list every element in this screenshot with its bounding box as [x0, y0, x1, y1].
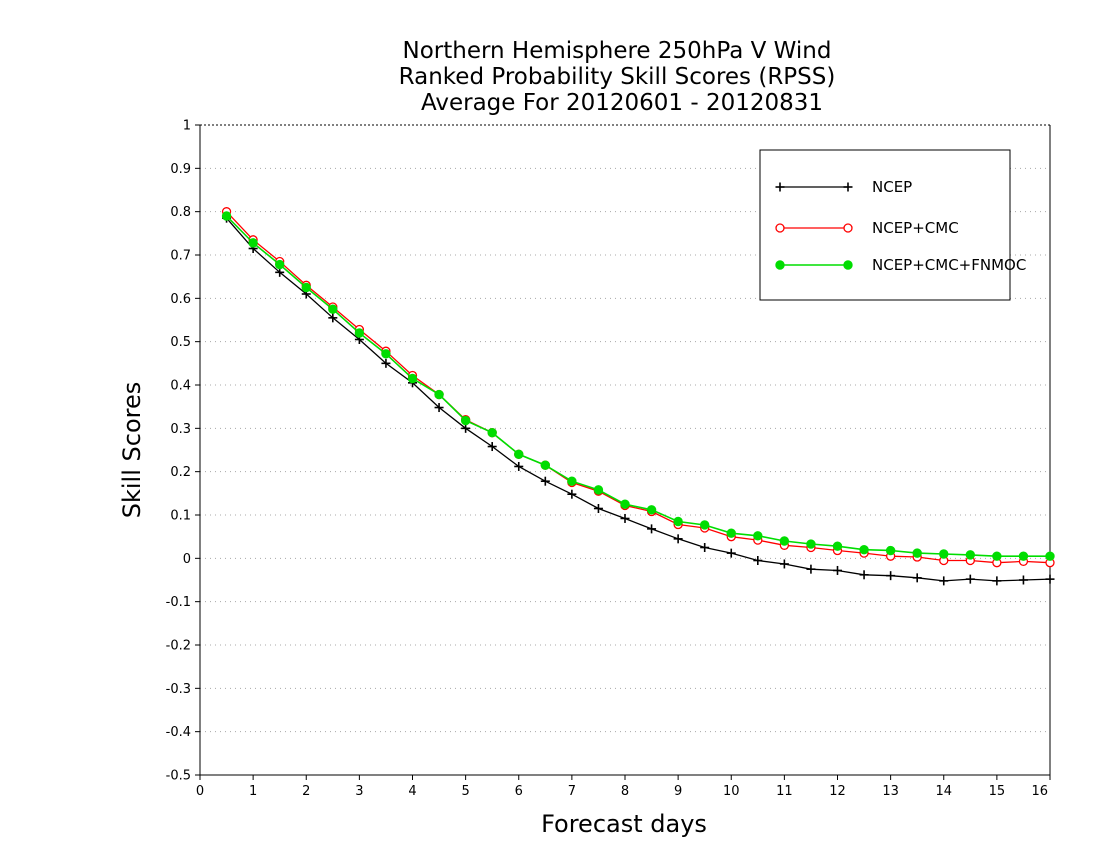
x-axis-ticks: 0 1 2 3 4 5 6 7 8 9 10 11 12 13 14 15 16: [196, 775, 1051, 799]
y-tick-label: 0.7: [170, 249, 191, 264]
y-tick-label: 0: [183, 552, 191, 567]
x-tick-label: 15: [989, 784, 1006, 799]
data-point-filled-circle: [775, 260, 785, 270]
chart-title: Northern Hemisphere 250hPa V Wind Ranked…: [399, 38, 836, 116]
data-point-filled-circle: [859, 544, 869, 555]
x-axis-label: Forecast days: [541, 810, 707, 838]
data-point-filled-circle: [1018, 551, 1029, 561]
chart-title-line-3: Average For 20120601 - 20120831: [421, 90, 823, 116]
x-tick-label: 7: [568, 784, 576, 799]
data-point-filled-circle: [514, 449, 524, 460]
axes: [199, 124, 1051, 776]
legend-box: [759, 149, 1011, 301]
x-tick-label: 14: [935, 784, 952, 799]
x-tick-label: 2: [302, 784, 310, 799]
data-point-filled-circle: [753, 531, 763, 541]
data-point-filled-circle: [646, 505, 657, 515]
x-tick-label: 1: [249, 784, 257, 799]
x-tick-label: 11: [776, 784, 793, 799]
x-tick-label: 16: [1031, 784, 1048, 799]
data-point-filled-circle: [460, 415, 471, 426]
data-point-filled-circle: [328, 304, 338, 314]
data-point-filled-circle: [699, 520, 710, 530]
chart-title-line-1: Northern Hemisphere 250hPa V Wind: [403, 38, 832, 64]
legend-label: NCEP+CMC+FNMOC: [872, 256, 1026, 274]
y-tick-label: 1: [183, 119, 191, 134]
data-point-filled-circle: [832, 541, 843, 551]
y-tick-label: -0.5: [166, 769, 191, 784]
y-tick-label: 0.9: [170, 162, 191, 177]
y-tick-label: 0.3: [170, 422, 191, 437]
data-point-open-circle: [775, 223, 785, 233]
data-point-filled-circle: [843, 260, 853, 270]
data-point-filled-circle: [540, 460, 551, 470]
x-tick-label: 10: [723, 784, 740, 799]
data-point-filled-circle: [779, 536, 790, 546]
data-point-filled-circle: [567, 476, 577, 486]
data-point-filled-circle: [487, 427, 497, 438]
y-tick-label: -0.3: [166, 682, 191, 697]
data-point-filled-circle: [221, 211, 232, 221]
data-point-filled-circle: [381, 349, 391, 359]
x-tick-label: 13: [882, 784, 899, 799]
data-point-filled-circle: [1045, 551, 1055, 561]
data-point-filled-circle: [939, 549, 949, 559]
y-tick-label: 0.5: [170, 335, 191, 350]
data-point-filled-circle: [965, 550, 976, 560]
y-tick-label: 0.2: [170, 465, 191, 480]
data-series: [221, 207, 1055, 586]
data-point-filled-circle: [806, 539, 816, 549]
legend-label: NCEP: [872, 178, 912, 196]
x-tick-label: 5: [461, 784, 469, 799]
data-point-filled-circle: [434, 389, 444, 400]
data-point-filled-circle: [673, 516, 683, 527]
data-point-filled-circle: [274, 259, 285, 270]
x-tick-label: 4: [408, 784, 416, 799]
y-axis-ticks: -0.5 -0.4 -0.3 -0.2 -0.1 0 0.1 0.2 0.3 0.4 0.5 0.6 0…: [166, 119, 200, 784]
x-tick-label: 12: [829, 784, 846, 799]
data-point-filled-circle: [726, 528, 736, 538]
legend-item-ncep-cmc-fnmoc: NCEP+CMC+FNMOC: [775, 256, 1026, 274]
y-tick-label: 0.8: [170, 205, 191, 220]
legend-label: NCEP+CMC: [872, 219, 959, 237]
x-tick-label: 6: [515, 784, 523, 799]
data-point-filled-circle: [248, 238, 258, 248]
data-point-open-circle: [843, 223, 853, 233]
x-tick-label: 3: [355, 784, 363, 799]
y-tick-label: 0.1: [170, 509, 191, 524]
y-tick-label: 0.6: [170, 292, 191, 307]
data-point-filled-circle: [992, 551, 1002, 561]
data-point-filled-circle: [912, 548, 922, 558]
chart-title-line-2: Ranked Probability Skill Scores (RPSS): [399, 64, 836, 90]
data-point-filled-circle: [301, 282, 311, 293]
legend-item-ncep: NCEP: [775, 178, 912, 196]
y-tick-label: -0.2: [166, 639, 191, 654]
data-point-filled-circle: [407, 373, 418, 384]
x-tick-label: 9: [674, 784, 682, 799]
data-point-filled-circle: [593, 485, 604, 495]
data-point-filled-circle: [354, 328, 365, 338]
y-axis-label: Skill Scores: [118, 382, 146, 519]
y-tick-label: -0.1: [166, 595, 191, 610]
x-tick-label: 8: [621, 784, 629, 799]
data-point-filled-circle: [885, 545, 896, 556]
data-point-filled-circle: [620, 499, 630, 509]
x-tick-label: 0: [196, 784, 204, 799]
legend: NCEP NCEP+CMC NCEP+CMC+FNMOC: [759, 149, 1026, 301]
y-tick-label: -0.4: [166, 725, 191, 740]
y-tick-label: 0.4: [170, 379, 191, 394]
series-ncep-cmc-fnmoc: [221, 211, 1055, 561]
series-ncep: [222, 213, 1055, 586]
legend-item-ncep-cmc: NCEP+CMC: [775, 219, 959, 237]
